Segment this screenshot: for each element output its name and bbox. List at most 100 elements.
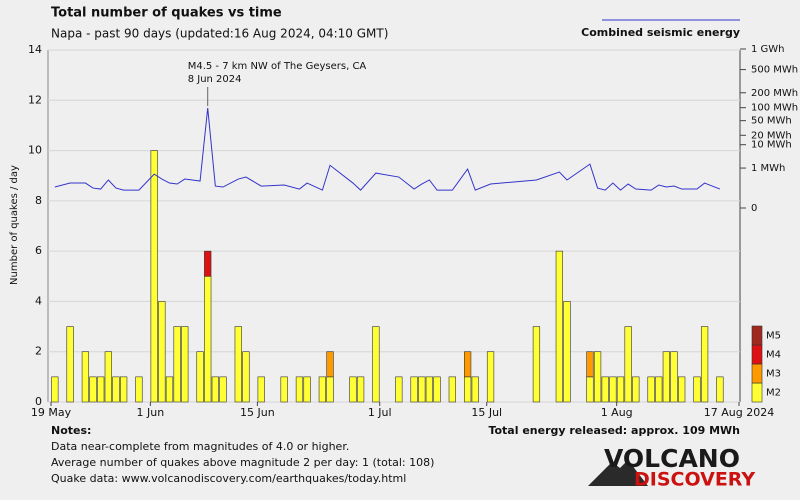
legend-label: M2 (766, 388, 781, 399)
x-tick-label: 17 Aug 2024 (704, 406, 774, 419)
bar-segment (89, 376, 97, 403)
y-tick-label: 4 (35, 294, 42, 307)
bar-segment (463, 351, 472, 378)
bar-segment (601, 376, 609, 403)
logo-volcano-icon (588, 460, 648, 486)
bar-segment (418, 376, 426, 403)
note-line: Quake data: www.volcanodiscovery.com/ear… (51, 472, 406, 485)
bar-segment (593, 351, 602, 403)
x-tick-label: 15 Jul (471, 406, 502, 419)
bar-segment (586, 376, 594, 403)
legend-swatch (751, 363, 763, 384)
bar-segment (463, 376, 472, 403)
legend-label: Combined seismic energy (581, 26, 740, 39)
bar-segment (326, 376, 334, 403)
bar-segment (280, 376, 288, 403)
bar-segment (204, 275, 212, 403)
bar-segment (616, 376, 625, 403)
legend-swatch (751, 325, 763, 346)
bar-segment (318, 376, 326, 403)
bar-segment (295, 376, 304, 403)
y-tick-label: 12 (28, 93, 42, 106)
legend-label: M4 (766, 350, 781, 361)
bar-segment (66, 326, 74, 403)
bar-segment (586, 351, 594, 378)
bar-segment (181, 326, 189, 403)
bar-segment (112, 376, 120, 403)
bar-segment (356, 376, 365, 403)
chart-subtitle: Napa - past 90 days (updated:16 Aug 2024… (51, 27, 388, 41)
bar-segment (647, 376, 655, 403)
bar-segment (532, 326, 541, 403)
bar-segment (700, 326, 709, 403)
y2-tick-label: 100 MWh (751, 103, 798, 114)
energy-line (54, 108, 721, 191)
notes-heading: Notes: (51, 424, 91, 437)
logo-top: VOLCANO (604, 444, 740, 473)
legend-label: M5 (766, 331, 781, 342)
y2-tick-label: 1 GWh (751, 44, 785, 55)
x-tick-label: 19 May (31, 406, 72, 419)
legend-swatch (751, 344, 763, 365)
bar-segment (158, 301, 166, 403)
bar-segment (655, 376, 663, 403)
note-line: Data near-complete from magnitudes of 4.… (51, 440, 349, 453)
bar-segment (51, 376, 59, 403)
bar-segment (204, 250, 212, 277)
bar-segment (104, 351, 112, 403)
bar-segment (563, 301, 571, 403)
bar-segment (81, 351, 90, 403)
annotation: 8 Jun 2024 (188, 74, 242, 85)
bar-segment (662, 351, 670, 403)
bar-segment (219, 376, 227, 403)
bar-segment (326, 351, 334, 378)
chart-title: Total number of quakes vs time (51, 6, 282, 21)
bar-segment (257, 376, 265, 403)
logo-bottom: DISCOVERY (634, 469, 755, 491)
bar-segment (196, 351, 204, 403)
bar-segment (448, 376, 456, 403)
bar-segment (486, 351, 495, 403)
bar-segment (349, 376, 357, 403)
bar-segment (303, 376, 311, 403)
y-axis-label: Number of quakes / day (9, 165, 20, 285)
y2-tick-label: 500 MWh (751, 65, 798, 76)
y-tick-label: 14 (28, 43, 42, 56)
bar-segment (624, 326, 632, 403)
bar-segment (433, 376, 441, 403)
bar-segment (234, 326, 242, 403)
bar-segment (670, 351, 678, 403)
x-tick-label: 1 Jul (368, 406, 392, 419)
bar-segment (150, 150, 158, 403)
bar-segment (120, 376, 128, 403)
x-tick-label: 1 Aug (601, 406, 633, 419)
y2-tick-label: 200 MWh (751, 88, 798, 99)
x-tick-label: 1 Jun (137, 406, 165, 419)
bar-segment (632, 376, 640, 403)
bar-segment (471, 376, 479, 403)
y-tick-label: 8 (35, 194, 42, 207)
bar-segment (135, 376, 143, 403)
y2-tick-label: 20 MWh (751, 130, 792, 141)
y2-tick-label: 0 (751, 203, 757, 214)
y2-tick-label: 50 MWh (751, 116, 792, 127)
total-energy: Total energy released: approx. 109 MWh (488, 424, 740, 437)
bar-segment (693, 376, 701, 403)
x-tick-label: 15 Jun (240, 406, 275, 419)
bar-segment (211, 376, 219, 403)
y-tick-label: 2 (35, 345, 42, 358)
bar-segment (395, 376, 403, 403)
note-line: Average number of quakes above magnitude… (51, 456, 434, 469)
y-tick-label: 0 (35, 395, 42, 408)
bar-segment (173, 326, 181, 403)
y-tick-label: 6 (35, 244, 42, 257)
bar-segment (609, 376, 617, 403)
legend-swatch (751, 382, 763, 403)
bar-segment (678, 376, 686, 403)
bar-segment (555, 250, 563, 403)
y2-tick-label: 10 MWh (751, 140, 792, 151)
annotation: M4.5 - 7 km NW of The Geysers, CA (188, 61, 367, 72)
y-tick-label: 10 (28, 144, 42, 157)
bar-segment (716, 376, 724, 403)
